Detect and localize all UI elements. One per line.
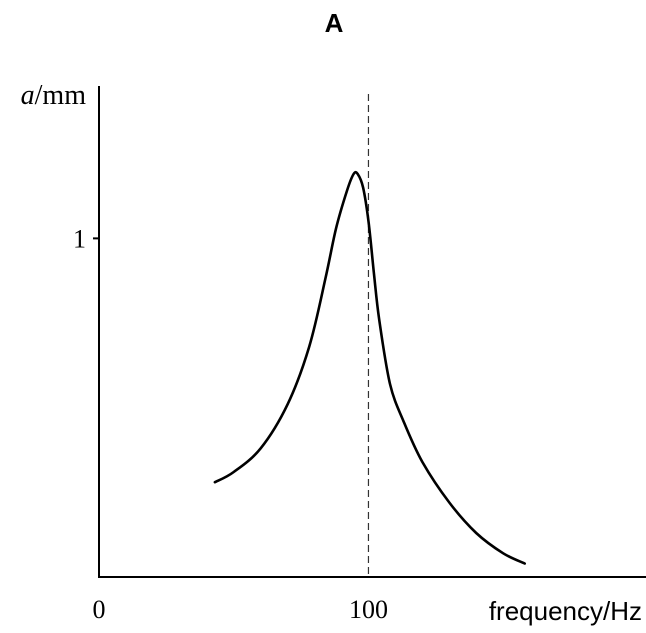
chart-title: A [325,8,344,38]
x-axis-label: frequency/Hz [489,596,642,626]
x-tick-100-label: 100 [349,595,388,624]
y-axis-label-unit: /mm [35,80,87,111]
y-tick-1-label: 1 [73,224,86,253]
y-axis-label-variable: a [21,80,35,111]
x-tick-0-label: 0 [93,595,106,624]
resonance-curve [213,170,526,565]
y-axis-label: a/mm [21,80,87,111]
